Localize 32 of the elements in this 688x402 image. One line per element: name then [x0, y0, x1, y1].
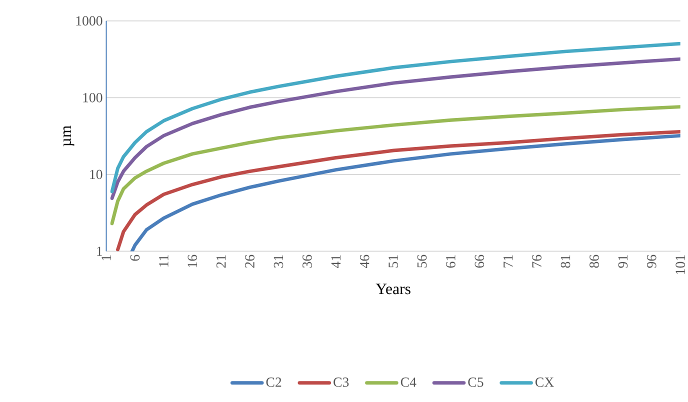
legend-label: C3	[334, 377, 349, 387]
x-tick-label: 76	[532, 254, 542, 268]
x-tick-label: 56	[417, 254, 427, 268]
y-tick-label: 1000	[76, 16, 102, 26]
x-tick-label: 61	[446, 255, 456, 268]
x-axis-title: Years	[376, 284, 410, 294]
x-tick-label: 31	[274, 255, 284, 268]
line-series	[110, 104, 680, 226]
x-tick-label: 66	[474, 254, 484, 268]
x-tick-label: 96	[646, 254, 656, 268]
x-tick-label: 86	[590, 254, 599, 268]
x-tick-label: 11	[159, 255, 168, 266]
legend-label: C4	[400, 377, 416, 387]
x-tick-label: 101	[676, 255, 686, 274]
x-tick-label: 36	[302, 254, 312, 268]
x-tick-label: 21	[216, 255, 226, 268]
x-tick-label: 91	[618, 255, 628, 268]
x-tick-label: 46	[360, 254, 370, 268]
y-tick-label: 100	[83, 92, 102, 102]
x-tick-label: 26	[245, 254, 254, 268]
x-tick-label: 81	[560, 255, 570, 268]
legend-label: C5	[468, 377, 484, 387]
x-tick-label: 1	[102, 255, 111, 260]
x-tick-label: 71	[504, 255, 513, 268]
legend-label: CX	[535, 377, 554, 387]
x-tick-label: 41	[331, 255, 340, 268]
x-tick-label: 16	[188, 254, 198, 267]
legend-label: C2	[266, 377, 282, 387]
y-axis-title: µm	[63, 125, 74, 146]
y-tick-label: 10	[90, 170, 102, 180]
x-tick-label: 51	[388, 255, 398, 268]
x-tick-label: 6	[130, 254, 140, 261]
